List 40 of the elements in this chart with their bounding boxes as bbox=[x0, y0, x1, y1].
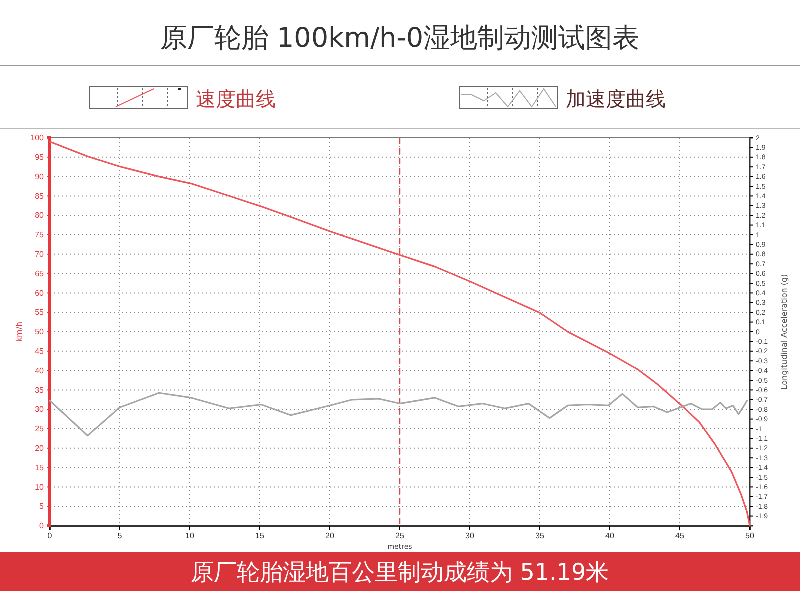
y-tick-label: 55 bbox=[35, 308, 45, 318]
y-tick-label: 35 bbox=[35, 386, 45, 395]
y-tick-label: 45 bbox=[35, 346, 45, 356]
y-tick-label: 15 bbox=[35, 463, 45, 472]
y-tick-label: 25 bbox=[35, 424, 45, 434]
y-tick-label: 10 bbox=[35, 482, 45, 492]
x-tick-label: 20 bbox=[326, 532, 335, 541]
x-tick-label: 30 bbox=[466, 532, 475, 541]
x-tick-label: 5 bbox=[118, 532, 123, 541]
text: 原厂轮胎湿地百公里制动成绩为 51.19米 bbox=[190, 560, 610, 586]
x-tick-label: 40 bbox=[606, 532, 615, 541]
y2-axis-title: Longitudinal Acceleration (g) bbox=[780, 274, 789, 390]
y-tick-label: 30 bbox=[35, 405, 45, 414]
y-tick-label: 85 bbox=[35, 192, 45, 201]
x-tick-label: 50 bbox=[746, 532, 755, 541]
chart-title: 原厂轮胎 100km/h-0湿地制动测试图表 bbox=[160, 23, 640, 54]
y-tick-label: 5 bbox=[40, 502, 45, 512]
y-tick-label: 100 bbox=[30, 134, 45, 143]
y-tick-label: 40 bbox=[35, 366, 45, 376]
line-series bbox=[49, 141, 751, 527]
y-tick-label: 50 bbox=[35, 328, 45, 337]
x-tick-label: 25 bbox=[396, 532, 405, 541]
x-tick-label: 35 bbox=[536, 532, 545, 541]
y-tick-label: 65 bbox=[35, 269, 45, 278]
y-tick-label: 70 bbox=[35, 250, 45, 259]
x-tick-label: 10 bbox=[186, 532, 195, 541]
y-axis-title: km/h bbox=[15, 322, 24, 342]
y-tick-label: 75 bbox=[35, 230, 45, 240]
x-tick-label: 0 bbox=[48, 532, 53, 541]
y-tick-label: 90 bbox=[35, 172, 45, 182]
y-tick-label: 95 bbox=[35, 152, 45, 162]
y-tick-label: 20 bbox=[35, 444, 45, 453]
legend-label: 速度曲线 bbox=[196, 87, 276, 111]
x-tick-label: 15 bbox=[256, 532, 265, 541]
y-tick-label: 0 bbox=[40, 522, 45, 531]
y-tick-label: 60 bbox=[35, 288, 45, 298]
x-tick-label: 45 bbox=[676, 532, 685, 541]
legend-label: 加速度曲线 bbox=[566, 87, 666, 111]
line-series bbox=[49, 392, 748, 437]
y-tick-label: 80 bbox=[35, 211, 45, 220]
